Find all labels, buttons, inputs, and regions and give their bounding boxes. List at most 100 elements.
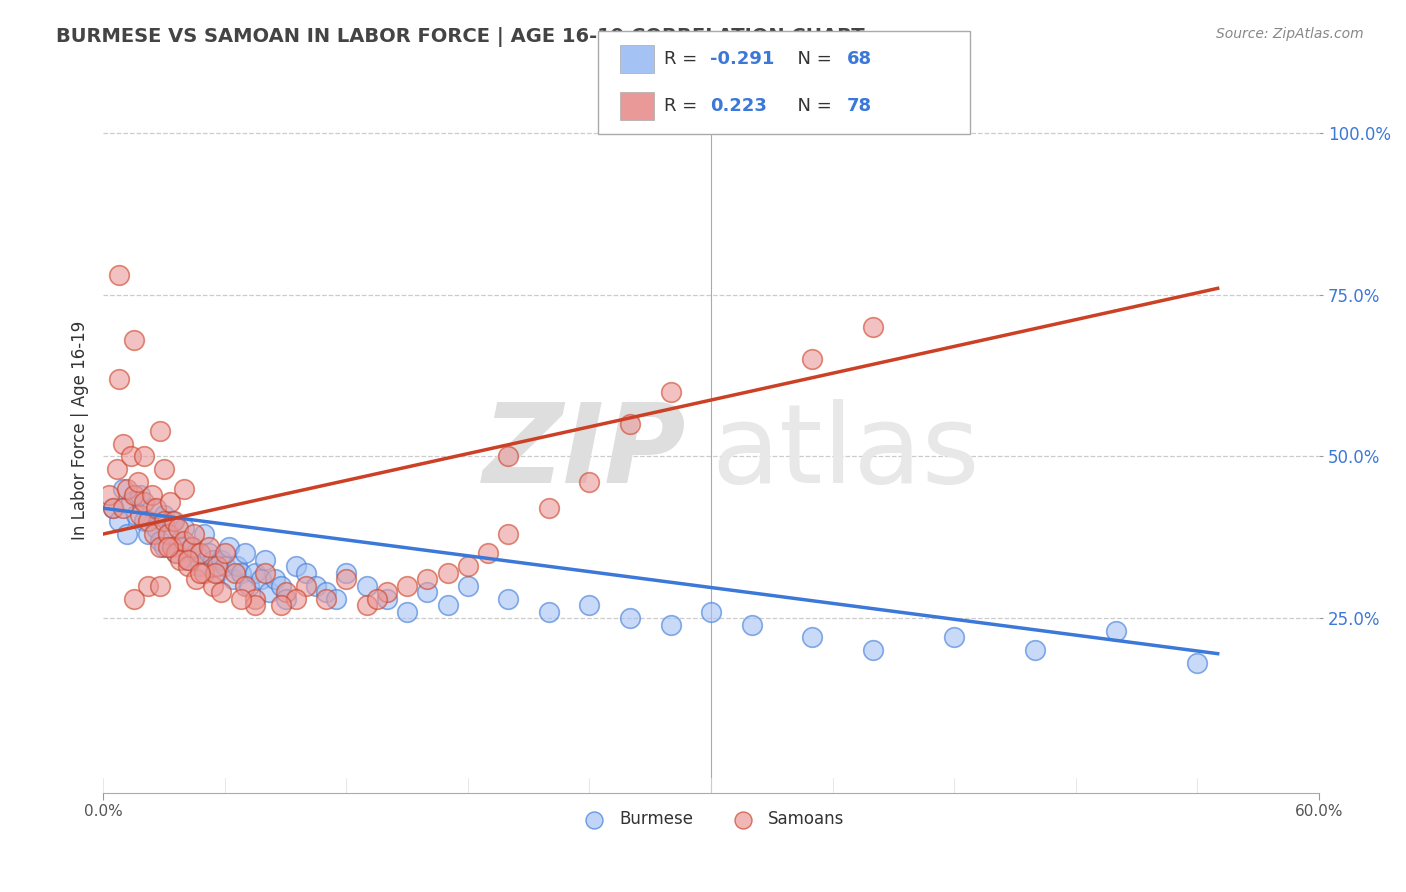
Point	[315, 591, 337, 606]
Point	[108, 372, 131, 386]
Text: N =: N =	[786, 50, 838, 68]
Point	[160, 514, 183, 528]
Point	[396, 605, 419, 619]
Point	[141, 488, 163, 502]
Point	[254, 566, 277, 580]
Point	[243, 591, 266, 606]
Point	[160, 540, 183, 554]
Point	[274, 585, 297, 599]
Point	[356, 598, 378, 612]
Text: 68: 68	[846, 50, 872, 68]
Point	[190, 559, 212, 574]
Point	[197, 546, 219, 560]
Point	[117, 527, 139, 541]
Point	[204, 566, 226, 580]
Point	[578, 475, 600, 490]
Point	[619, 611, 641, 625]
Point	[145, 501, 167, 516]
Point	[105, 462, 128, 476]
Point	[259, 585, 281, 599]
Point	[457, 559, 479, 574]
Point	[233, 546, 256, 560]
Text: -0.291: -0.291	[710, 50, 775, 68]
Point	[112, 482, 135, 496]
Point	[156, 527, 179, 541]
Point	[165, 546, 187, 560]
Point	[214, 546, 236, 560]
Point	[128, 508, 150, 522]
Point	[229, 566, 252, 580]
Point	[153, 540, 176, 554]
Point	[108, 268, 131, 283]
Point	[183, 527, 205, 541]
Point	[335, 572, 357, 586]
Point	[315, 585, 337, 599]
Point	[1187, 657, 1209, 671]
Point	[117, 482, 139, 496]
Point	[225, 559, 247, 574]
Point	[214, 559, 236, 574]
Point	[181, 540, 204, 554]
Point	[294, 579, 316, 593]
Y-axis label: In Labor Force | Age 16-19: In Labor Force | Age 16-19	[72, 321, 89, 541]
Point	[163, 514, 186, 528]
Point	[457, 579, 479, 593]
Text: Source: ZipAtlas.com: Source: ZipAtlas.com	[1216, 27, 1364, 41]
Point	[190, 566, 212, 580]
Point	[177, 553, 200, 567]
Text: BURMESE VS SAMOAN IN LABOR FORCE | AGE 16-19 CORRELATION CHART: BURMESE VS SAMOAN IN LABOR FORCE | AGE 1…	[56, 27, 865, 46]
Point	[498, 527, 520, 541]
Point	[132, 494, 155, 508]
Point	[177, 553, 200, 567]
Point	[862, 320, 884, 334]
Point	[578, 598, 600, 612]
Point	[153, 514, 176, 528]
Text: R =: R =	[664, 97, 709, 115]
Point	[943, 631, 966, 645]
Point	[173, 533, 195, 548]
Point	[619, 417, 641, 431]
Point	[112, 501, 135, 516]
Point	[537, 605, 560, 619]
Point	[659, 617, 682, 632]
Point	[335, 566, 357, 580]
Point	[132, 450, 155, 464]
Point	[862, 643, 884, 657]
Point	[149, 540, 172, 554]
Point	[274, 591, 297, 606]
Point	[201, 553, 224, 567]
Point	[294, 566, 316, 580]
Point	[659, 384, 682, 399]
Point	[375, 585, 398, 599]
Point	[124, 508, 146, 522]
Point	[1105, 624, 1128, 638]
Point	[436, 598, 458, 612]
Point	[366, 591, 388, 606]
Point	[1024, 643, 1046, 657]
Point	[142, 527, 165, 541]
Point	[149, 424, 172, 438]
Point	[127, 475, 149, 490]
Point	[121, 494, 143, 508]
Point	[98, 488, 121, 502]
Point	[149, 579, 172, 593]
Point	[477, 546, 499, 560]
Point	[121, 450, 143, 464]
Point	[375, 591, 398, 606]
Point	[356, 579, 378, 593]
Point	[136, 527, 159, 541]
Point	[233, 579, 256, 593]
Point	[156, 540, 179, 554]
Point	[190, 546, 212, 560]
Point	[209, 553, 232, 567]
Text: 78: 78	[846, 97, 872, 115]
Point	[173, 520, 195, 534]
Point	[136, 579, 159, 593]
Text: N =: N =	[786, 97, 838, 115]
Point	[498, 450, 520, 464]
Point	[177, 559, 200, 574]
Point	[537, 501, 560, 516]
Point	[222, 572, 245, 586]
Point	[141, 501, 163, 516]
Point	[270, 579, 292, 593]
